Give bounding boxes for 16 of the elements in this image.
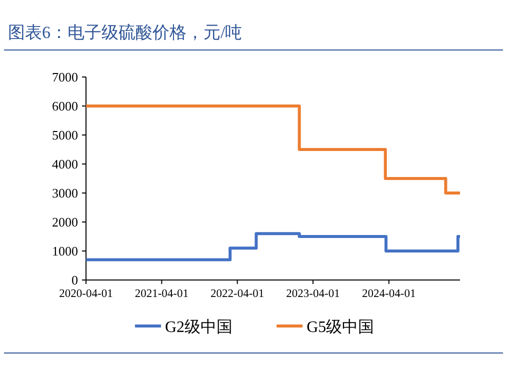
y-tick-label: 4000 (52, 156, 78, 172)
y-tick-label: 0 (72, 272, 78, 288)
legend-label: G2级中国 (165, 318, 233, 336)
y-tick-label: 6000 (52, 98, 78, 114)
y-tick-label: 1000 (52, 244, 78, 258)
x-tick-label: 2020-04-01 (59, 288, 114, 300)
x-tick-label: 2022-04-01 (210, 288, 264, 300)
x-tick-label: 2021-04-01 (134, 288, 189, 300)
y-tick-label: 3000 (52, 186, 78, 200)
y-tick-label: 5000 (52, 128, 78, 142)
legend-label: G5级中国 (306, 318, 374, 336)
title: 图表6：电子级硫酸价格，元/吨 (8, 23, 242, 42)
y-tick-label: 2000 (52, 214, 78, 230)
y-tick-label: 7000 (52, 70, 78, 84)
x-tick-label: 2023-04-01 (286, 288, 340, 300)
x-tick-label: 2024-04-01 (362, 288, 416, 300)
